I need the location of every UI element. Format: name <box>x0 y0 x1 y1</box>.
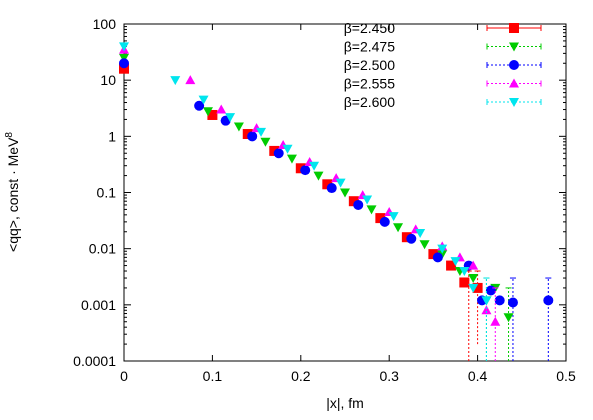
data-point <box>335 178 346 188</box>
y-axis-label-exponent: 8 <box>4 132 15 138</box>
axes: 0 0.1 0.2 0.3 0.4 0.5 0.0001 0.001 0.01 0.1 1 10 100 <box>73 16 576 384</box>
data-point <box>340 188 350 198</box>
data-point <box>282 144 293 154</box>
data-point <box>119 42 129 52</box>
series-4 <box>119 42 492 361</box>
legend-marker <box>509 78 519 88</box>
legend-marker <box>509 98 519 107</box>
legend-label: β=2.555 <box>344 76 395 92</box>
data-point <box>207 109 218 120</box>
data-point <box>300 165 311 176</box>
data-point <box>468 260 479 270</box>
data-point <box>260 137 271 147</box>
data-point <box>468 283 479 293</box>
data-point <box>326 183 337 194</box>
data-point <box>507 297 518 308</box>
data-point <box>450 257 461 267</box>
data-point <box>256 127 267 137</box>
data-point <box>472 282 483 293</box>
legend-label: β=2.475 <box>344 39 395 55</box>
data-point <box>322 179 333 190</box>
data-point <box>428 249 439 260</box>
legend-label: β=2.500 <box>344 57 395 73</box>
data-point <box>406 233 417 244</box>
y-tick-label: 0.1 <box>97 185 117 201</box>
data-point <box>366 205 377 215</box>
data-point <box>432 252 443 263</box>
legend-marker <box>509 23 519 33</box>
data-point <box>309 161 320 171</box>
y-axis-label-text: <qq>, const · MeV <box>5 137 21 252</box>
data-point <box>494 295 505 306</box>
data-point <box>481 305 492 315</box>
data-point <box>225 113 236 123</box>
x-tick-label: 0.4 <box>468 368 488 384</box>
data-point <box>247 131 258 142</box>
x-tick-label: 0.3 <box>379 368 399 384</box>
data-point <box>459 267 470 277</box>
legend: β=2.450 β=2.475 β=2.500 β=2.555 β=2.600 <box>344 20 542 110</box>
y-tick-label: 0.0001 <box>73 353 116 369</box>
legend-line <box>486 80 542 87</box>
data-point <box>468 274 479 284</box>
data-point <box>202 107 213 117</box>
data-point <box>459 277 470 288</box>
data-point <box>348 196 359 207</box>
data-point <box>286 154 297 164</box>
x-axis-label: |x|, fm <box>326 395 364 411</box>
legend-marker <box>509 42 519 52</box>
legend-label: β=2.600 <box>344 94 395 110</box>
series-1 <box>119 53 514 361</box>
data-point <box>313 171 324 181</box>
x-tick-label: 0.1 <box>203 368 223 384</box>
series-2 <box>119 58 554 361</box>
data-point <box>375 213 386 224</box>
data-point <box>170 76 181 86</box>
data-point <box>490 316 501 326</box>
y-tick-label: 1 <box>108 128 116 144</box>
data-point <box>388 212 399 222</box>
legend-marker <box>509 60 519 70</box>
y-axis-label: <qq>, const · MeV8 <box>4 132 21 252</box>
data-marks <box>119 42 554 361</box>
legend-line <box>486 62 542 68</box>
data-point <box>185 75 196 85</box>
legend-line <box>486 43 542 50</box>
data-point <box>216 104 227 114</box>
data-point <box>481 296 492 306</box>
data-point <box>437 250 448 260</box>
x-tick-label: 0.2 <box>291 368 311 384</box>
data-point <box>119 58 129 69</box>
data-point <box>353 199 364 210</box>
y-tick-label: 0.01 <box>89 241 116 257</box>
legend-line <box>486 99 542 105</box>
data-point <box>194 100 205 111</box>
x-tick-label: 0 <box>120 368 128 384</box>
data-point <box>273 148 284 159</box>
data-point <box>198 95 209 105</box>
data-point <box>362 195 373 205</box>
data-point <box>415 229 426 239</box>
data-point <box>419 240 430 250</box>
data-point <box>485 285 496 296</box>
data-point <box>446 260 457 271</box>
data-point <box>543 295 554 306</box>
data-point <box>233 122 244 132</box>
series-3 <box>119 44 501 361</box>
data-point <box>393 223 404 233</box>
x-tick-label: 0.5 <box>556 368 576 384</box>
data-point <box>379 216 390 227</box>
legend-label: β=2.450 <box>344 20 395 36</box>
y-tick-label: 0.001 <box>81 297 116 313</box>
data-point <box>119 63 129 74</box>
data-point <box>503 313 514 323</box>
data-point <box>437 244 448 254</box>
y-tick-label: 10 <box>100 72 116 88</box>
y-tick-label: 100 <box>93 16 117 32</box>
series-0 <box>119 63 483 361</box>
